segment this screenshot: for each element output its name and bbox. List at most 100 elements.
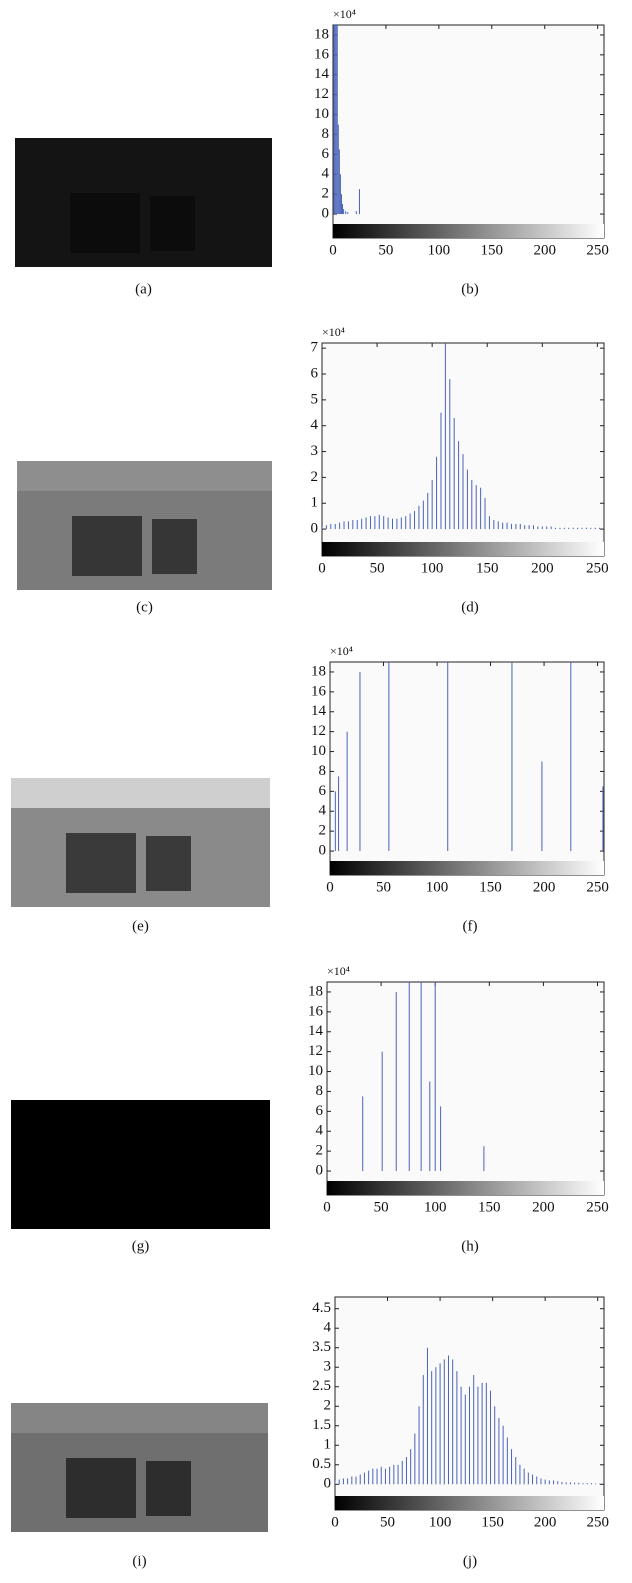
image-region (146, 1158, 191, 1213)
x-tick-label: 100 (428, 242, 451, 258)
panel-row: (a) 0 2 4 6 8 10 12 14 16 18 0 50 100 150 200 250 ×10⁴ (b) (15, 7, 609, 297)
x-tick-label: 150 (476, 560, 499, 576)
y-tick-label: 4 (319, 803, 327, 819)
y-tick-label: 4 (311, 417, 319, 433)
y-tick-label: 8 (319, 763, 327, 779)
x-tick-label: 50 (374, 1199, 389, 1215)
x-tick-label: 200 (532, 1199, 555, 1215)
plot-area (326, 981, 605, 1196)
y-tick-label: 1 (311, 495, 319, 511)
y-tick-label: 14 (314, 66, 330, 82)
y-tick-label: 1.5 (312, 1417, 331, 1433)
x-tick-label: 100 (424, 1199, 447, 1215)
y-tick-label: 12 (314, 86, 329, 102)
y-tick-label: 16 (311, 683, 327, 699)
x-tick-label: 50 (378, 242, 393, 258)
image-caption: (e) (132, 918, 149, 934)
chart-caption: (h) (461, 1238, 479, 1254)
y-tick-label: 4 (324, 1320, 332, 1336)
y-tick-label: 6 (322, 146, 330, 162)
x-tick-label: 0 (318, 560, 326, 576)
y-tick-label: 12 (308, 1043, 323, 1059)
image-region (70, 193, 140, 253)
x-tick-label: 200 (533, 879, 556, 895)
y-tick-label: 6 (311, 365, 319, 381)
x-tick-label: 100 (429, 1514, 452, 1530)
y-tick-label: 0 (322, 205, 330, 221)
x-tick-label: 150 (478, 1199, 501, 1215)
image-region (11, 778, 270, 808)
y-tick-label: 2 (319, 823, 327, 839)
y-tick-label: 0 (311, 521, 319, 537)
x-tick-label: 200 (534, 1514, 557, 1530)
gray-colorbar (330, 861, 604, 875)
y-tick-label: 16 (308, 1003, 324, 1019)
image-caption: (a) (135, 281, 152, 297)
y-tick-label: 0 (319, 842, 327, 858)
image-region (17, 461, 272, 491)
image-region (146, 836, 191, 891)
image-region (66, 833, 136, 893)
x-tick-label: 100 (426, 879, 449, 895)
y-tick-label: 2 (322, 186, 330, 202)
x-tick-label: 250 (586, 242, 609, 258)
y-tick-label: 0 (324, 1476, 332, 1492)
plot-area (332, 24, 605, 239)
x-tick-label: 250 (586, 1199, 609, 1215)
y-tick-label: 16 (314, 46, 330, 62)
image-caption: (i) (132, 1553, 146, 1569)
y-tick-label: 14 (311, 703, 327, 719)
y-tick-label: 6 (316, 1103, 324, 1119)
image-caption: (c) (136, 599, 153, 615)
x-tick-label: 250 (586, 879, 609, 895)
y-tick-label: 2 (311, 469, 319, 485)
x-tick-label: 0 (331, 1514, 339, 1530)
y-tick-label: 3 (311, 443, 319, 459)
y-tick-label: 7 (311, 340, 319, 356)
y-tick-label: 6 (319, 783, 327, 799)
y-tick-label: 4 (316, 1123, 324, 1139)
y-tick-label: 2.5 (312, 1378, 331, 1394)
plot-area (329, 661, 605, 876)
y-multiplier: ×10⁴ (327, 964, 350, 978)
x-tick-label: 50 (376, 879, 391, 895)
y-tick-label: 0 (316, 1162, 324, 1178)
y-multiplier: ×10⁴ (333, 7, 356, 21)
y-tick-label: 14 (308, 1023, 324, 1039)
y-tick-label: 3.5 (312, 1339, 331, 1355)
y-tick-label: 1 (324, 1437, 332, 1453)
image-region (72, 516, 142, 576)
image-region (66, 1458, 136, 1518)
x-tick-label: 0 (323, 1199, 331, 1215)
chart-caption: (d) (461, 599, 479, 615)
chart-caption: (b) (461, 281, 479, 297)
x-tick-label: 200 (531, 560, 554, 576)
x-tick-label: 150 (481, 242, 504, 258)
y-tick-label: 18 (308, 983, 323, 999)
y-tick-label: 18 (314, 26, 329, 42)
chart-caption: (j) (463, 1553, 477, 1569)
gray-colorbar (322, 542, 604, 556)
image-region (66, 1155, 136, 1215)
y-tick-label: 10 (311, 743, 326, 759)
gray-colorbar (333, 224, 604, 238)
y-multiplier: ×10⁴ (322, 325, 345, 339)
y-tick-label: 10 (308, 1063, 323, 1079)
x-tick-label: 150 (481, 1514, 504, 1530)
y-tick-label: 2 (324, 1398, 332, 1414)
x-tick-label: 250 (586, 560, 609, 576)
x-tick-label: 100 (421, 560, 444, 576)
panel-row: (c) 0 1 2 3 4 5 6 7 0 50 100 150 200 250 ×10⁴ (d) (17, 325, 609, 615)
y-tick-label: 8 (316, 1083, 324, 1099)
image-caption: (g) (132, 1238, 150, 1254)
image-region (146, 1461, 191, 1516)
image (11, 1100, 270, 1229)
image-region (152, 519, 197, 574)
x-tick-label: 0 (326, 879, 334, 895)
x-tick-label: 50 (380, 1514, 395, 1530)
y-tick-label: 18 (311, 663, 326, 679)
chart-caption: (f) (463, 918, 478, 934)
x-tick-label: 50 (370, 560, 385, 576)
y-tick-label: 4.5 (312, 1300, 331, 1316)
